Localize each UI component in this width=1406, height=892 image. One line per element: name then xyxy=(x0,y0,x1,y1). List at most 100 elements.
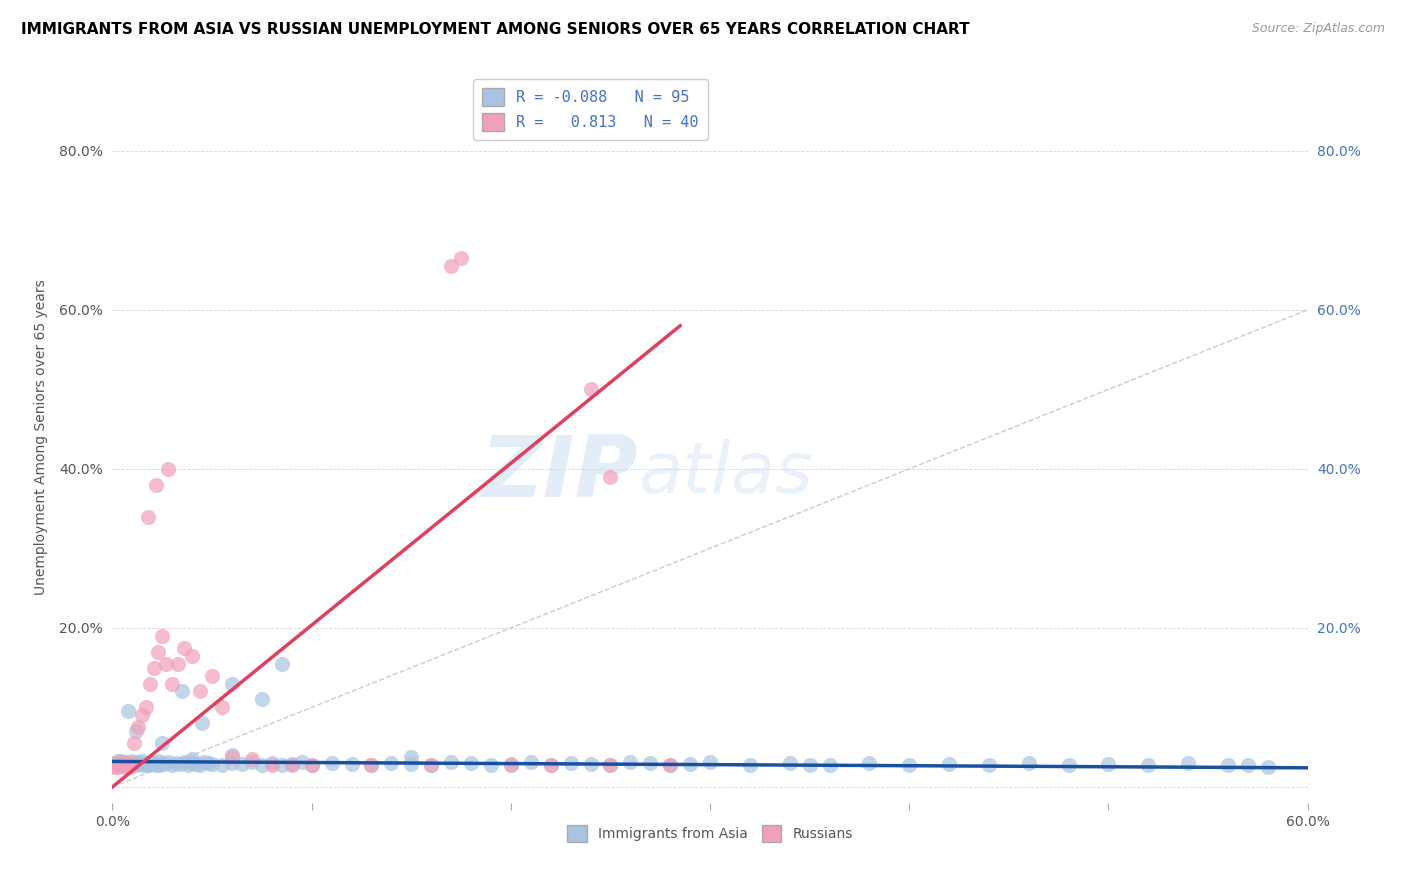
Point xyxy=(165,756,187,770)
Point xyxy=(738,757,761,772)
Point xyxy=(139,676,162,690)
Point xyxy=(115,756,138,770)
Point xyxy=(181,756,204,770)
Point xyxy=(779,756,801,770)
Point xyxy=(938,756,960,771)
Point xyxy=(139,756,162,770)
Point xyxy=(281,757,304,772)
Point xyxy=(150,756,173,770)
Point xyxy=(121,755,143,769)
Point xyxy=(260,757,283,772)
Point xyxy=(155,657,177,671)
Point xyxy=(898,757,921,772)
Point xyxy=(148,755,170,769)
Point xyxy=(201,756,224,771)
Point xyxy=(129,756,152,771)
Point xyxy=(111,754,134,768)
Point xyxy=(440,756,463,770)
Point xyxy=(124,736,146,750)
Point xyxy=(1057,757,1080,772)
Point xyxy=(138,509,160,524)
Point xyxy=(173,756,195,770)
Point xyxy=(619,756,641,770)
Point xyxy=(1137,757,1160,772)
Point xyxy=(169,756,191,771)
Point xyxy=(162,676,183,690)
Point xyxy=(440,259,463,273)
Point xyxy=(131,754,153,768)
Point xyxy=(1237,757,1260,772)
Legend: Immigrants from Asia, Russians: Immigrants from Asia, Russians xyxy=(562,820,858,847)
Point xyxy=(540,757,562,772)
Point xyxy=(127,756,149,770)
Text: IMMIGRANTS FROM ASIA VS RUSSIAN UNEMPLOYMENT AMONG SENIORS OVER 65 YEARS CORRELA: IMMIGRANTS FROM ASIA VS RUSSIAN UNEMPLOY… xyxy=(21,22,970,37)
Point xyxy=(499,757,522,772)
Point xyxy=(135,756,157,770)
Point xyxy=(211,757,233,772)
Point xyxy=(145,477,167,491)
Point xyxy=(103,760,125,774)
Point xyxy=(143,660,166,674)
Point xyxy=(173,640,195,655)
Point xyxy=(579,756,602,771)
Point xyxy=(420,757,443,772)
Point xyxy=(157,462,180,476)
Point xyxy=(270,757,292,772)
Point xyxy=(221,749,243,764)
Point xyxy=(188,757,211,772)
Point xyxy=(110,756,132,770)
Point xyxy=(107,755,129,769)
Point xyxy=(1097,756,1119,771)
Point xyxy=(162,757,183,772)
Point xyxy=(240,752,263,766)
Point xyxy=(460,756,482,770)
Point xyxy=(114,760,135,774)
Point xyxy=(1018,756,1040,770)
Point xyxy=(250,757,273,772)
Point xyxy=(260,756,283,770)
Point xyxy=(201,668,224,682)
Point xyxy=(360,757,382,772)
Point xyxy=(420,757,443,772)
Point xyxy=(479,757,502,772)
Point xyxy=(321,756,343,770)
Point xyxy=(111,757,134,772)
Point xyxy=(149,758,172,772)
Point xyxy=(120,757,142,772)
Point xyxy=(117,705,139,719)
Point xyxy=(250,692,273,706)
Point xyxy=(818,757,841,772)
Point xyxy=(659,757,682,772)
Point xyxy=(360,757,382,772)
Point xyxy=(121,756,143,770)
Point xyxy=(380,756,402,770)
Point xyxy=(599,757,621,772)
Point xyxy=(858,756,880,770)
Point xyxy=(188,684,211,698)
Point xyxy=(150,629,173,643)
Point xyxy=(599,470,621,484)
Point xyxy=(579,383,602,397)
Point xyxy=(211,700,233,714)
Point xyxy=(167,657,190,671)
Point xyxy=(799,757,821,772)
Point xyxy=(291,756,314,770)
Point xyxy=(125,757,148,772)
Point xyxy=(157,756,180,770)
Point xyxy=(1216,757,1239,772)
Point xyxy=(977,757,1000,772)
Point xyxy=(499,756,522,771)
Point xyxy=(231,756,253,771)
Text: ZIP: ZIP xyxy=(481,432,638,516)
Point xyxy=(135,700,157,714)
Point xyxy=(105,757,128,772)
Point xyxy=(240,756,263,770)
Point xyxy=(117,757,139,772)
Point xyxy=(520,756,543,770)
Point xyxy=(138,757,160,772)
Point xyxy=(191,716,214,731)
Point xyxy=(115,756,138,770)
Point xyxy=(145,757,167,772)
Point xyxy=(148,645,170,659)
Point xyxy=(699,756,721,770)
